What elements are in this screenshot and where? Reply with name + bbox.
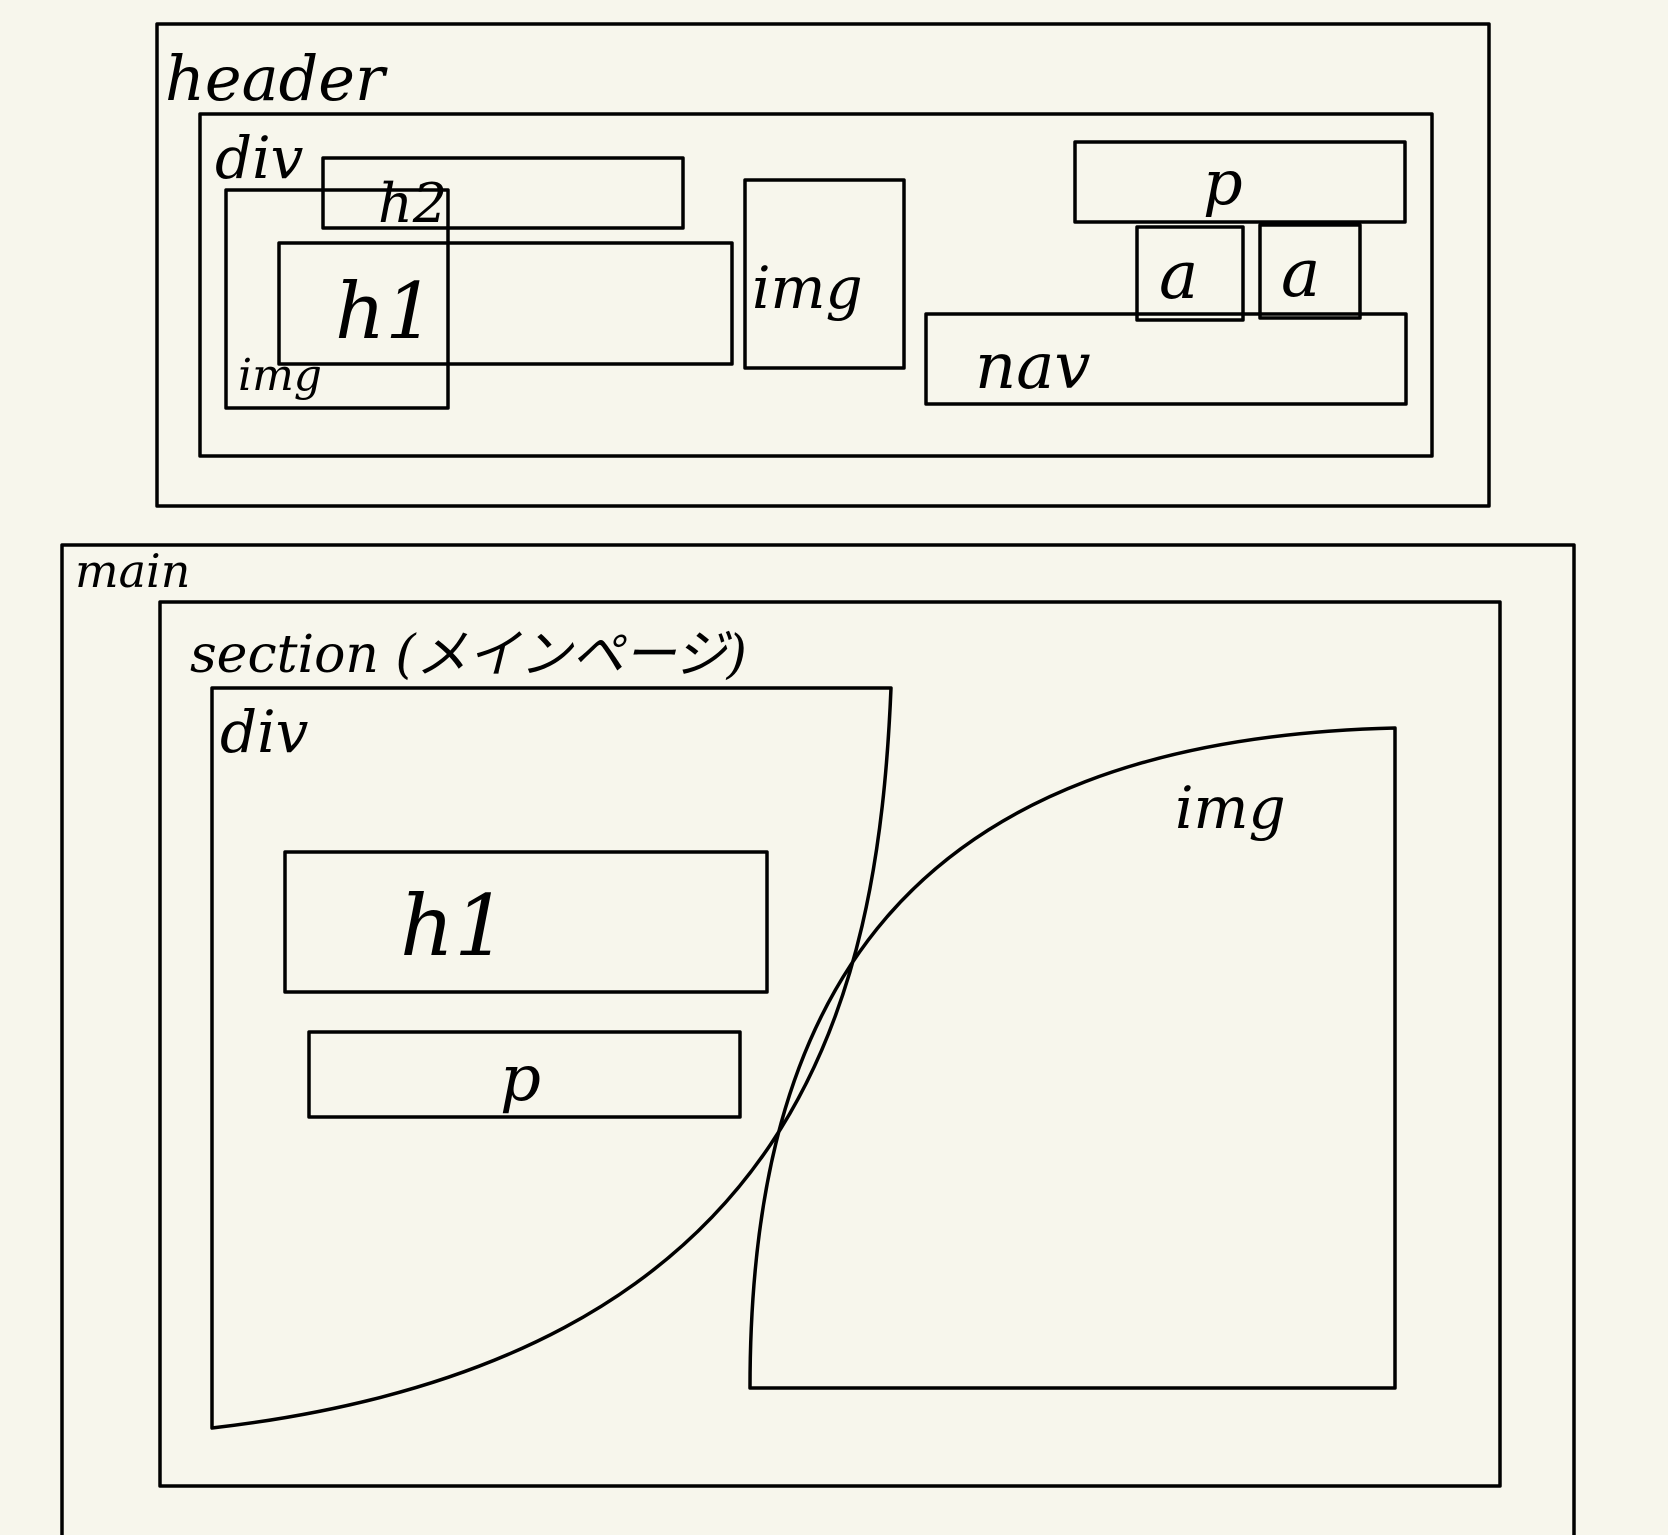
header-img-center-box	[743, 178, 906, 370]
section-div-label: div	[220, 698, 309, 766]
section-h1-label: h1	[400, 877, 508, 975]
header-p-box	[1073, 140, 1407, 224]
main-box	[60, 543, 1576, 1535]
section-label: section (メインページ)	[190, 625, 747, 685]
link-a-1-box	[1135, 225, 1245, 322]
section-p-box	[307, 1030, 742, 1119]
header-label: header	[165, 42, 388, 115]
header-img-center-label: img	[752, 254, 863, 322]
section-div-shape	[210, 686, 893, 1430]
header-img-left-box	[224, 188, 450, 410]
header-div-box	[198, 112, 1434, 458]
link-a-2-box	[1258, 223, 1362, 320]
section-p-label: p	[500, 1042, 541, 1116]
link-a-2-label: a	[1281, 235, 1320, 312]
h2-label: h2	[378, 172, 447, 235]
header-h1-label: h1	[335, 267, 435, 357]
nav-box	[924, 312, 1408, 406]
section-img-label: img	[1175, 774, 1286, 842]
header-box	[155, 22, 1491, 508]
section-box	[158, 600, 1502, 1488]
h2-box	[321, 156, 685, 230]
link-a-1-label: a	[1159, 237, 1198, 314]
header-h1-box	[277, 241, 734, 366]
section-h1-box	[283, 850, 769, 994]
main-label: main	[75, 544, 190, 598]
nav-label: nav	[975, 330, 1091, 404]
section-img-shape	[748, 726, 1397, 1390]
header-div-label: div	[215, 124, 304, 192]
header-p-label: p	[1203, 146, 1243, 219]
